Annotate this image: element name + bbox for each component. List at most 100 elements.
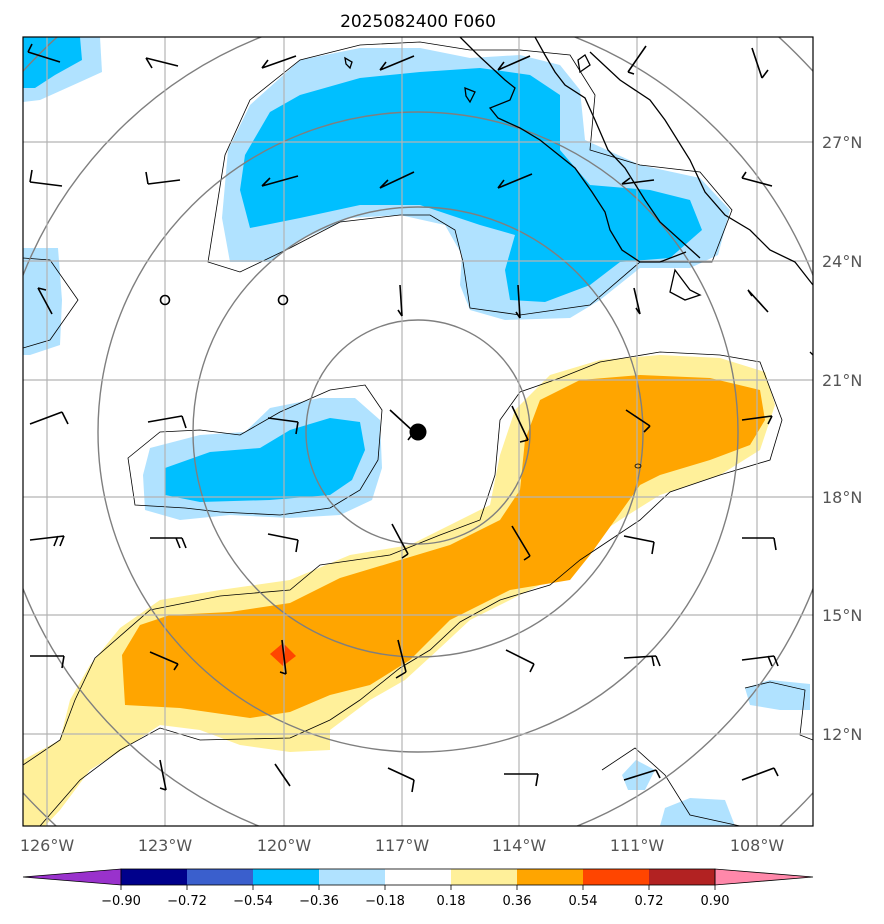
contour-dot [634, 463, 642, 469]
colorbar-tick-label: −0.72 [167, 894, 207, 909]
colorbar-extend-high [714, 868, 814, 886]
range-ring-2 [192, 206, 644, 658]
lat-label: 15°N [822, 606, 862, 625]
wind-barb [625, 409, 651, 433]
coastline [344, 37, 813, 356]
wind-barb [145, 57, 179, 69]
wind-barb [627, 45, 647, 75]
wind-barb [29, 411, 69, 425]
colorbar-tick-label: 0.54 [569, 894, 598, 909]
wind-barb [397, 284, 403, 317]
colorbar-tick-label: 0.36 [503, 894, 532, 909]
wind-barb [267, 417, 299, 435]
wind-barb [261, 55, 297, 69]
wind-barb [391, 523, 409, 559]
colorbar-tick-label: 0.18 [437, 894, 466, 909]
colorbar-segment [253, 869, 320, 885]
range-ring-1 [305, 319, 531, 545]
wind-barb [742, 537, 777, 551]
wind-barb [27, 43, 61, 63]
longitude-labels: 126°W 123°W 120°W 117°W 114°W 111°W 108°… [20, 836, 785, 855]
wind-barb [149, 651, 179, 671]
colorbar-tick-label: 0.72 [635, 894, 664, 909]
wind-barb [150, 537, 187, 549]
lon-label: 117°W [375, 836, 430, 855]
calm-wind-circle [159, 294, 171, 306]
colorbar-tick-label: −0.36 [299, 894, 339, 909]
lon-label: 126°W [20, 836, 75, 855]
colorbar-segment [649, 869, 716, 885]
wind-barb [497, 55, 531, 71]
colorbar-segment [187, 869, 254, 885]
wind-barb [741, 415, 773, 425]
colorbar-outline [120, 868, 716, 886]
wind-barb [751, 47, 769, 79]
wind-barb [623, 535, 655, 555]
lat-label: 27°N [822, 133, 862, 152]
colorbar: −0.90 −0.72 −0.54 −0.36 −0.18 0.18 0.36 0.54 0.7… [22, 868, 814, 909]
wind-barb [147, 415, 187, 429]
range-ring-3 [97, 111, 739, 753]
calm-wind-circle [277, 294, 289, 306]
colorbar-extend-low [22, 868, 122, 886]
colorbar-tick-label: −0.54 [233, 894, 273, 909]
wind-barb [497, 173, 533, 189]
wind-barb [261, 175, 299, 187]
lat-label: 18°N [822, 488, 862, 507]
wind-barb [741, 767, 779, 781]
wind-barb [145, 171, 181, 185]
wind-barb [621, 177, 655, 185]
wind-barb [747, 289, 769, 313]
colorbar-segment [451, 869, 518, 885]
center-marker [409, 423, 427, 441]
wind-barb [515, 284, 521, 319]
lat-label: 12°N [822, 725, 862, 744]
lat-label: 21°N [822, 371, 862, 390]
wind-barb [379, 55, 415, 71]
colorbar-tick-label: −0.90 [101, 894, 141, 909]
wind-barb [505, 649, 535, 673]
wind-barb [511, 525, 531, 561]
shading-deep-sky-blue [23, 37, 702, 502]
wind-barb [387, 767, 415, 793]
wind-barb [504, 773, 539, 787]
contour-outlines [23, 41, 813, 826]
colorbar-segment [319, 869, 386, 885]
wind-barb [623, 769, 661, 781]
lon-label: 111°W [610, 836, 665, 855]
wind-barb [395, 639, 407, 679]
lon-label: 108°W [730, 836, 785, 855]
wind-barbs [27, 43, 779, 793]
wind-barb [741, 171, 773, 187]
wind-barb [379, 171, 415, 189]
wind-barb [741, 655, 779, 667]
latitude-labels: 27°N 24°N 21°N 18°N 15°N 12°N [822, 133, 862, 744]
map-frame [22, 36, 814, 827]
lon-label: 120°W [257, 836, 312, 855]
wind-barb [511, 405, 529, 443]
colorbar-tick-label: 0.90 [701, 894, 730, 909]
lon-label: 123°W [138, 836, 193, 855]
wind-barb [159, 759, 167, 791]
wind-barb [37, 287, 53, 315]
colorbar-segment [121, 869, 188, 885]
wind-barb [29, 169, 63, 187]
graticule [23, 37, 813, 826]
lat-label: 24°N [822, 252, 862, 271]
lon-label: 114°W [492, 836, 547, 855]
colorbar-tick-label: −0.18 [365, 894, 405, 909]
wind-barb [633, 287, 641, 315]
wind-barb [267, 533, 299, 553]
shading-orange [122, 375, 765, 718]
wind-barb [279, 639, 287, 675]
colorbar-segment [583, 869, 650, 885]
wind-barb [274, 763, 291, 787]
map-title: 2025082400 F060 [340, 12, 496, 32]
wind-barb [29, 535, 65, 547]
wind-barb [623, 655, 661, 667]
colorbar-segment [517, 869, 584, 885]
